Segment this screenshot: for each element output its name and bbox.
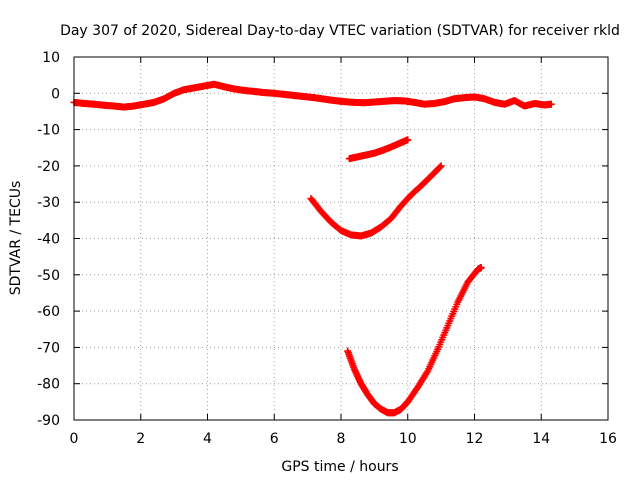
x-tick-label: 4: [203, 431, 212, 447]
x-tick-label: 8: [337, 431, 346, 447]
y-tick-label: -40: [37, 232, 60, 248]
y-tick-label: -50: [37, 268, 60, 284]
series-2: [307, 162, 445, 240]
y-tick-label: 0: [51, 86, 60, 102]
y-tick-label: -20: [37, 159, 60, 175]
y-tick-label: -10: [37, 123, 60, 139]
x-axis-label: GPS time / hours: [281, 459, 398, 475]
chart-title: Day 307 of 2020, Sidereal Day-to-day VTE…: [60, 23, 620, 39]
series-0: [70, 80, 555, 111]
y-tick-label: -70: [37, 340, 60, 356]
x-tick-label: 12: [466, 431, 484, 447]
data-point: [547, 100, 555, 108]
x-tick-label: 16: [599, 431, 617, 447]
x-tick-label: 2: [136, 431, 145, 447]
data-point: [437, 162, 445, 170]
y-tick-label: -30: [37, 195, 60, 211]
data-point: [477, 264, 485, 272]
y-axis-label: SDTVAR / TECUs: [8, 181, 24, 296]
data-point: [436, 163, 444, 171]
tick-marks: [73, 56, 609, 421]
data-points: [70, 80, 555, 417]
data-point: [404, 136, 412, 144]
x-tick-label: 10: [399, 431, 417, 447]
x-tick-label: 0: [70, 431, 79, 447]
series-3: [344, 264, 485, 417]
y-tick-label: -90: [37, 413, 60, 429]
y-tick-label: 10: [42, 50, 60, 66]
y-tick-label: -60: [37, 304, 60, 320]
tick-labels: 0 2 4 6 8 10 12 14 16 10 0 -10 -20 -30 -40 -50 -60 -70 -80…: [37, 50, 617, 447]
x-tick-label: 6: [270, 431, 279, 447]
y-tick-label: -80: [37, 377, 60, 393]
series-1: [345, 136, 412, 163]
x-tick-label: 14: [532, 431, 550, 447]
